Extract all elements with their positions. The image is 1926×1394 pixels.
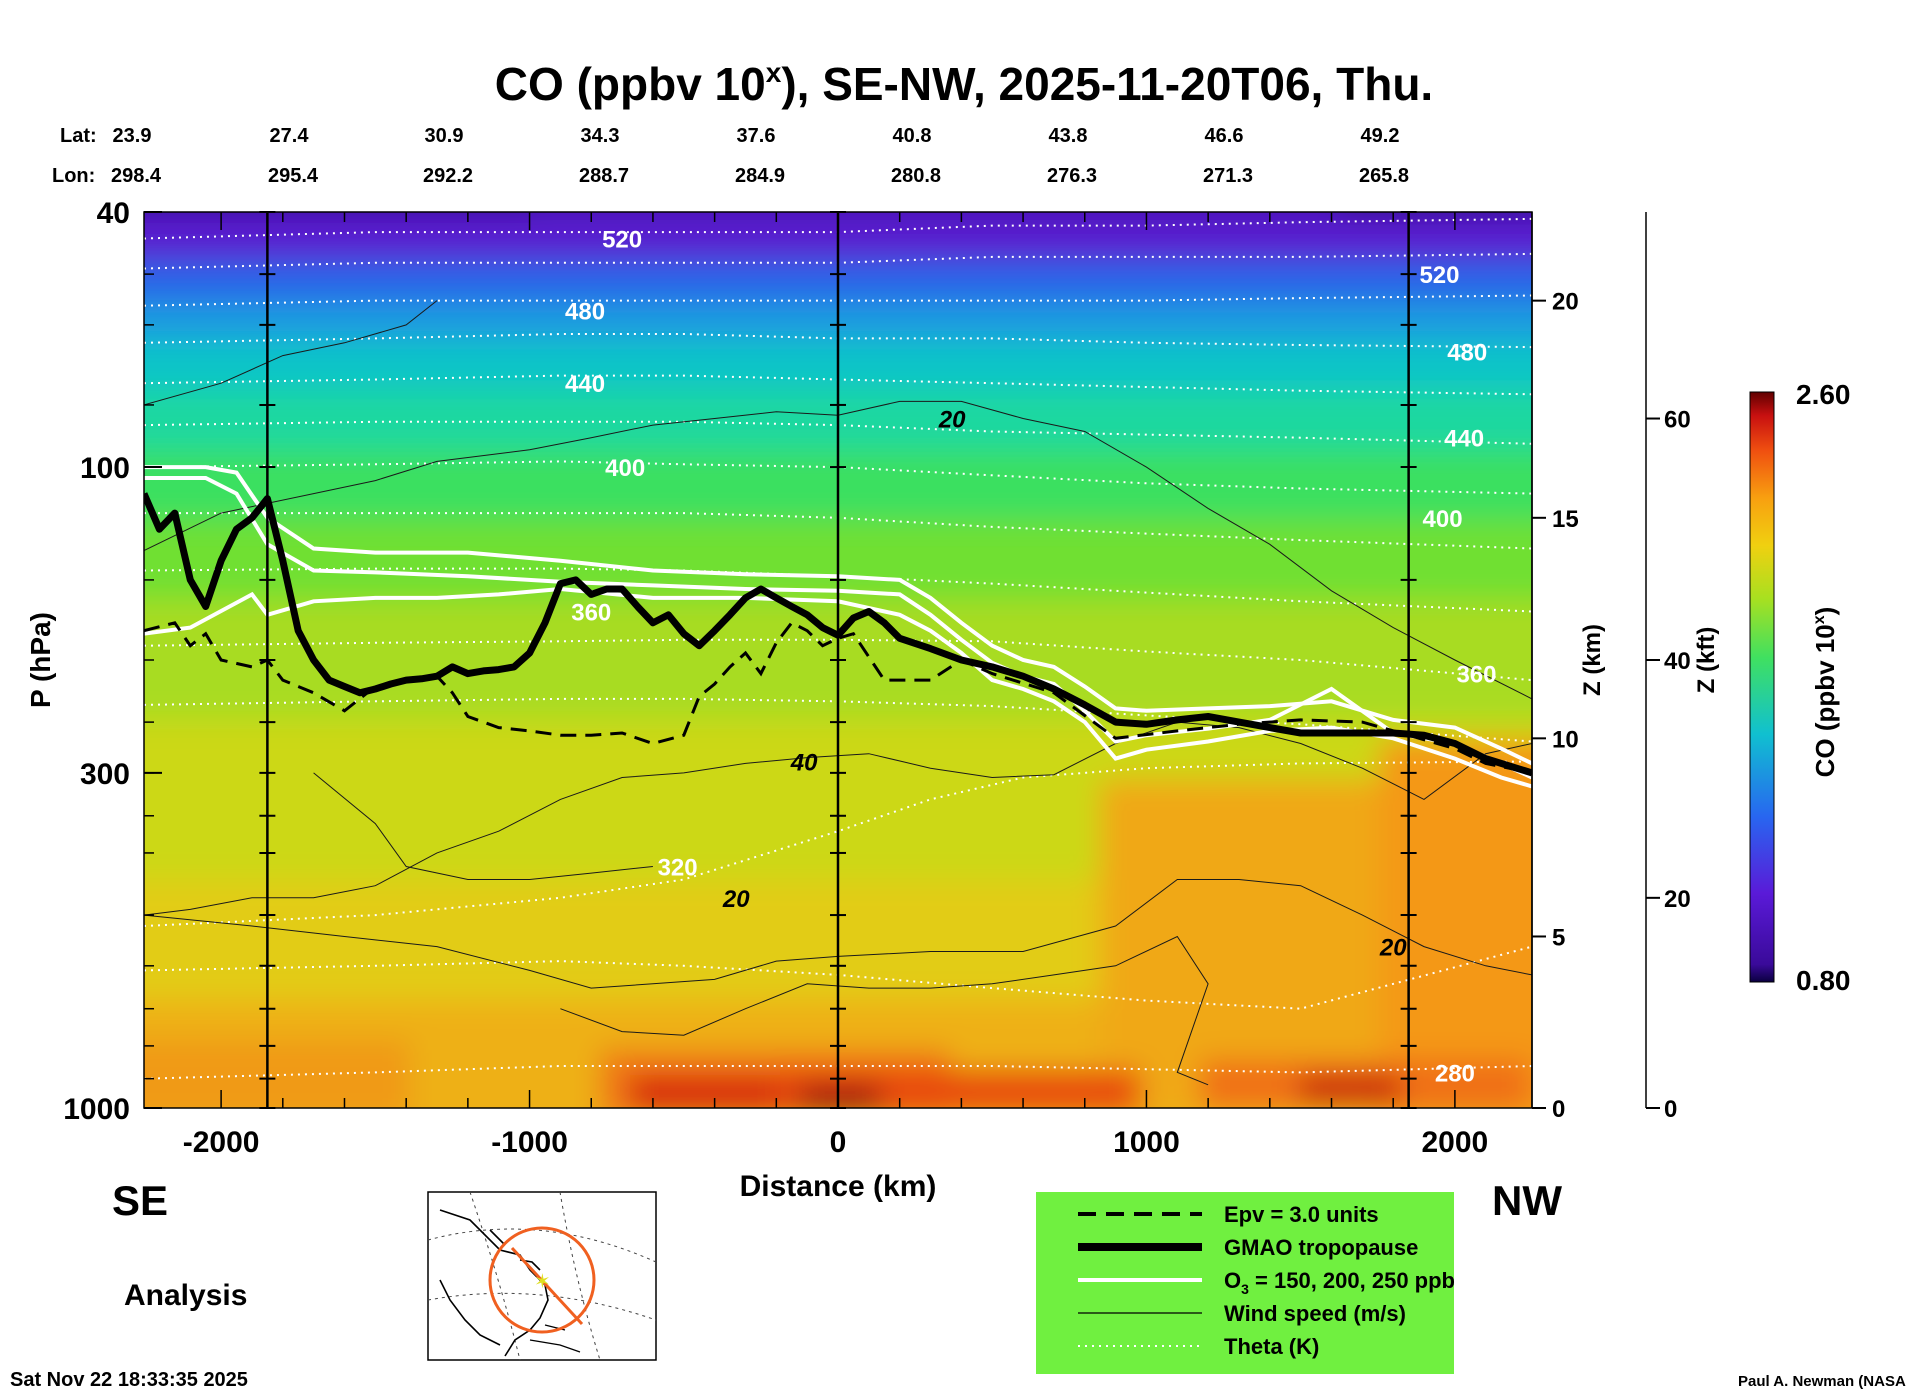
wind-speed-contour bbox=[144, 879, 1532, 989]
theta-label: 440 bbox=[565, 371, 605, 398]
theta-label: 360 bbox=[1456, 662, 1496, 689]
wind-speed-contour bbox=[144, 400, 1532, 700]
inset-map: ✶ bbox=[427, 1191, 657, 1361]
colorbar-min-label: 0.80 bbox=[1796, 965, 1851, 996]
lon-value: 271.3 bbox=[1203, 165, 1253, 187]
x-tick-label: -1000 bbox=[491, 1126, 568, 1159]
z-km-tick-label: 5 bbox=[1552, 924, 1565, 951]
lat-value: 34.3 bbox=[581, 125, 620, 147]
legend-label: Wind speed (m/s) bbox=[1224, 1301, 1406, 1326]
z-km-tick-label: 20 bbox=[1552, 289, 1579, 316]
legend-item: Theta (K) bbox=[1078, 1334, 1319, 1359]
lat-value: 46.6 bbox=[1205, 125, 1244, 147]
legend-label: Epv = 3.0 units bbox=[1224, 1202, 1379, 1227]
x-tick-label: 2000 bbox=[1422, 1126, 1489, 1159]
lon-value: 280.8 bbox=[891, 165, 941, 187]
lat-lon-header: Lat: Lon: 23.9 27.4 30.9 34.3 37.6 40.8 43.8 46… bbox=[52, 125, 1409, 187]
x-tick-label: 1000 bbox=[1113, 1126, 1180, 1159]
wind-speed-label: 20 bbox=[1379, 935, 1407, 962]
legend-item: O3 = 150, 200, 250 ppb bbox=[1078, 1268, 1455, 1297]
y-tick-label: 40 bbox=[97, 197, 130, 230]
lat-label: Lat: bbox=[60, 125, 97, 147]
y-tick-label: 1000 bbox=[63, 1093, 130, 1126]
theta-label: 360 bbox=[571, 599, 611, 626]
lon-value: 292.2 bbox=[423, 165, 473, 187]
legend-label: Theta (K) bbox=[1224, 1334, 1319, 1359]
lon-label: Lon: bbox=[52, 165, 95, 187]
colorbar bbox=[1749, 391, 1775, 983]
wind-speed-label: 20 bbox=[722, 886, 750, 913]
map-center-star-icon: ✶ bbox=[534, 1269, 551, 1293]
reference-vertical-line bbox=[259, 211, 276, 1109]
nw-label: NW bbox=[1492, 1177, 1562, 1224]
theta-label: 320 bbox=[658, 855, 698, 882]
o3-contour bbox=[144, 476, 1532, 780]
credit: Paul A. Newman (NASA bbox=[1738, 1373, 1906, 1390]
o3-contour bbox=[144, 465, 1532, 766]
theta-label: 480 bbox=[565, 299, 605, 326]
wind-speed-contour bbox=[144, 300, 438, 406]
timestamp: Sat Nov 22 18:33:35 2025 bbox=[10, 1369, 248, 1391]
lat-value: 49.2 bbox=[1361, 125, 1400, 147]
z-kft-tick-label: 0 bbox=[1664, 1096, 1677, 1123]
theta-label: 520 bbox=[602, 227, 642, 254]
wind-speed-contour bbox=[313, 772, 653, 880]
legend-item: Wind speed (m/s) bbox=[1078, 1301, 1406, 1326]
lat-value: 37.6 bbox=[737, 125, 776, 147]
wind-speed-label: 20 bbox=[938, 407, 966, 434]
analysis-label: Analysis bbox=[124, 1279, 247, 1312]
colorbar-max-label: 2.60 bbox=[1796, 379, 1851, 410]
x-tick-label: -2000 bbox=[183, 1126, 260, 1159]
lon-value: 265.8 bbox=[1359, 165, 1409, 187]
epv-line bbox=[144, 620, 1532, 775]
z-km-label: Z (km) bbox=[1579, 624, 1606, 696]
z-kft-tick-label: 40 bbox=[1664, 648, 1691, 675]
se-label: SE bbox=[112, 1177, 168, 1224]
x-tick-label: 0 bbox=[830, 1126, 847, 1159]
theta-label: 520 bbox=[1419, 262, 1459, 289]
theta-label: 400 bbox=[1423, 506, 1463, 533]
theta-label: 280 bbox=[1435, 1060, 1475, 1087]
reference-vertical-line bbox=[1400, 211, 1417, 1109]
lat-value: 23.9 bbox=[113, 125, 152, 147]
z-km-tick-label: 15 bbox=[1552, 506, 1579, 533]
z-km-tick-label: 0 bbox=[1552, 1096, 1565, 1123]
o3-contour bbox=[144, 586, 1532, 789]
theta-label: 480 bbox=[1447, 339, 1487, 366]
z-kft-tick-label: 60 bbox=[1664, 407, 1691, 434]
legend-label: GMAO tropopause bbox=[1224, 1235, 1418, 1260]
lon-value: 284.9 bbox=[735, 165, 785, 187]
lon-value: 276.3 bbox=[1047, 165, 1097, 187]
y-axis-label: P (hPa) bbox=[25, 612, 56, 708]
legend-box bbox=[1036, 1192, 1454, 1374]
colorbar-label: CO (ppbv 10x) bbox=[1810, 607, 1840, 778]
lat-value: 43.8 bbox=[1049, 125, 1088, 147]
wind-speed-contour bbox=[560, 935, 1209, 1086]
lon-value: 298.4 bbox=[111, 165, 162, 187]
z-km-tick-label: 10 bbox=[1552, 726, 1579, 753]
reference-vertical-line bbox=[830, 211, 846, 1109]
lon-value: 288.7 bbox=[579, 165, 629, 187]
wind-speed-label: 40 bbox=[790, 750, 818, 777]
legend-item: GMAO tropopause bbox=[1078, 1235, 1418, 1260]
legend-label: O3 = 150, 200, 250 ppb bbox=[1224, 1268, 1455, 1297]
lon-value: 295.4 bbox=[268, 165, 319, 187]
legend: Epv = 3.0 units GMAO tropopause O3 = 150, … bbox=[1036, 1192, 1455, 1374]
x-axis-label: Distance (km) bbox=[740, 1170, 937, 1203]
chart-title: CO (ppbv 10x), SE-NW, 2025-11-20T06, Thu… bbox=[495, 57, 1433, 110]
lat-value: 30.9 bbox=[425, 125, 464, 147]
z-kft-label: Z (kft) bbox=[1693, 627, 1720, 694]
gmao-tropopause-line bbox=[144, 492, 1532, 777]
legend-item: Epv = 3.0 units bbox=[1078, 1202, 1379, 1227]
z-kft-tick-label: 20 bbox=[1664, 886, 1691, 913]
lat-value: 27.4 bbox=[270, 125, 310, 147]
theta-label: 440 bbox=[1444, 426, 1484, 453]
y-tick-label: 100 bbox=[80, 452, 130, 485]
theta-label: 400 bbox=[605, 455, 645, 482]
y-tick-label: 300 bbox=[80, 758, 130, 791]
lat-value: 40.8 bbox=[893, 125, 932, 147]
